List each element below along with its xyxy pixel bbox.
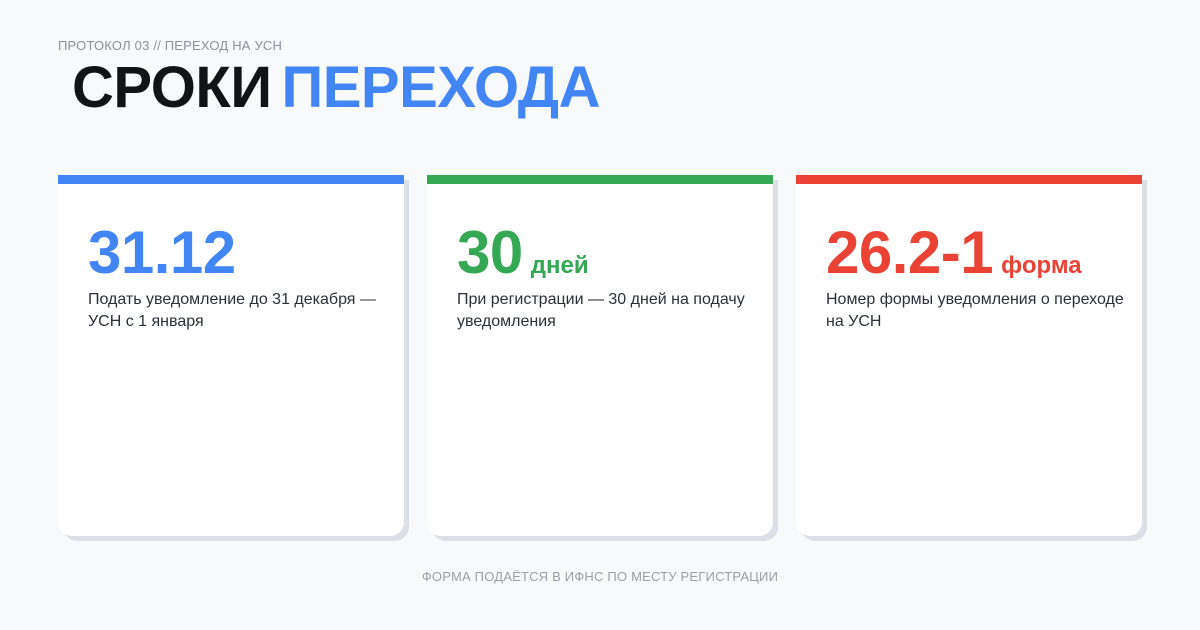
card-description: Подать уведомление до 31 декабря — УСН с… <box>88 291 376 330</box>
card-accent-bar <box>58 175 404 184</box>
card-description: Номер формы уведомления о переходе на УС… <box>826 291 1124 330</box>
card-value: 31.12 <box>88 219 236 286</box>
card-metric: 31.12 <box>88 219 236 287</box>
page-title-part2: ПЕРЕХОДА <box>281 55 601 120</box>
card-accent-bar <box>796 175 1142 184</box>
card-value: 30 <box>457 219 523 286</box>
protocol-eyebrow: ПРОТОКОЛ 03 // ПЕРЕХОД НА УСН <box>58 38 283 53</box>
footer-note: ФОРМА ПОДАЁТСЯ В ИФНС ПО МЕСТУ РЕГИСТРАЦ… <box>421 569 779 584</box>
card-unit: дней <box>530 252 589 279</box>
registration-card: 30 дней При регистрации — 30 дней на под… <box>427 175 773 536</box>
page-title: СРОКИ ПЕРЕХОДА <box>72 50 601 126</box>
card-description: При регистрации — 30 дней на подачу увед… <box>457 291 745 330</box>
page-title-part1: СРОКИ <box>72 55 272 120</box>
card-accent-bar <box>427 175 773 184</box>
card-metric: 30 дней <box>457 219 589 287</box>
form-number-card: 26.2-1 форма Номер формы уведомления о п… <box>796 175 1142 536</box>
card-unit: форма <box>1001 252 1082 279</box>
deadline-card: 31.12 Подать уведомление до 31 декабря —… <box>58 175 404 536</box>
card-value: 26.2-1 <box>826 219 994 286</box>
card-metric: 26.2-1 форма <box>826 219 1082 287</box>
